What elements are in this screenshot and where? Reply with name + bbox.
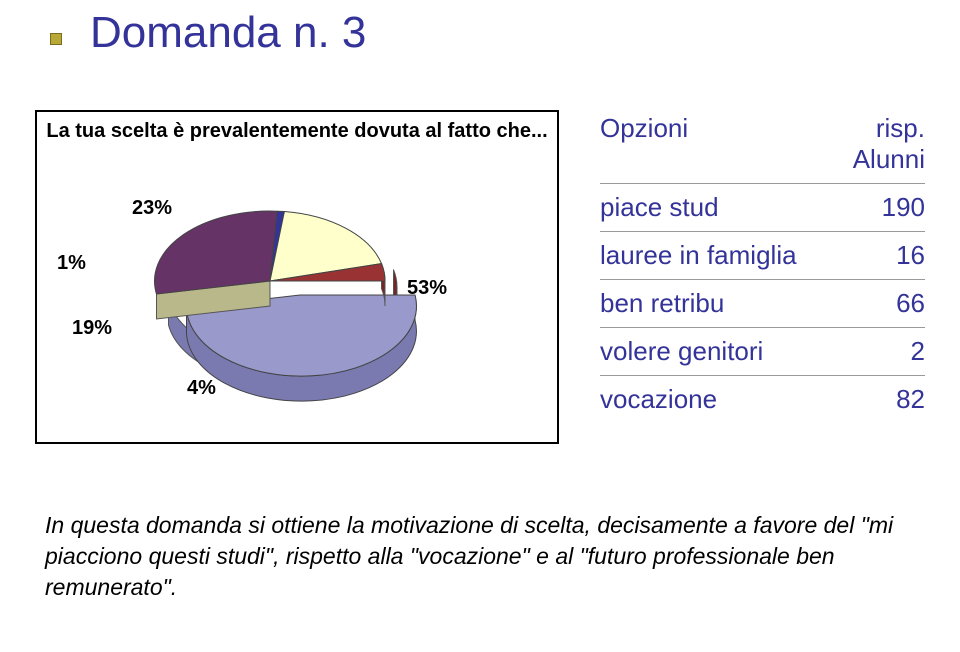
table-row: volere genitori 2	[600, 328, 925, 376]
slice-label-19: 19%	[72, 317, 112, 340]
page-title: Domanda n. 3	[90, 8, 366, 58]
options-table: Opzioni risp. Alunni piace stud 190 laur…	[600, 105, 925, 423]
table-header-right: risp. Alunni	[853, 113, 925, 175]
slice-label-23: 23%	[132, 197, 172, 220]
option-value: 190	[855, 192, 925, 223]
table-header-row: Opzioni risp. Alunni	[600, 105, 925, 184]
option-label: ben retribu	[600, 288, 855, 319]
pie-chart-container: La tua scelta è prevalentemente dovuta a…	[35, 110, 559, 444]
option-label: lauree in famiglia	[600, 240, 855, 271]
option-value: 16	[855, 240, 925, 271]
table-header-right-line1: risp.	[876, 113, 925, 143]
slice-label-4: 4%	[187, 377, 216, 400]
table-header-right-line2: Alunni	[853, 144, 925, 174]
slide-bullet	[50, 33, 62, 45]
table-row: vocazione 82	[600, 376, 925, 423]
option-label: piace stud	[600, 192, 855, 223]
table-header-left: Opzioni	[600, 113, 688, 144]
slice-label-1: 1%	[57, 252, 86, 275]
table-row: lauree in famiglia 16	[600, 232, 925, 280]
pie-chart: 53% 23% 19% 4% 1%	[37, 162, 557, 432]
footer-summary: In questa domanda si ottiene la motivazi…	[45, 510, 915, 603]
table-row: ben retribu 66	[600, 280, 925, 328]
option-value: 66	[855, 288, 925, 319]
slice-label-53: 53%	[407, 277, 447, 300]
option-value: 2	[855, 336, 925, 367]
chart-title: La tua scelta è prevalentemente dovuta a…	[37, 120, 557, 143]
option-label: vocazione	[600, 384, 855, 415]
table-row: piace stud 190	[600, 184, 925, 232]
option-label: volere genitori	[600, 336, 855, 367]
option-value: 82	[855, 384, 925, 415]
